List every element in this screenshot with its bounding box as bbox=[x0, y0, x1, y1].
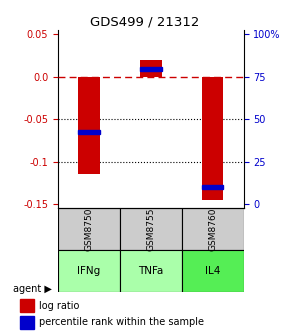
Bar bbox=[58, 208, 120, 250]
Text: GSM8755: GSM8755 bbox=[146, 208, 155, 251]
Text: GSM8750: GSM8750 bbox=[84, 208, 93, 251]
Bar bbox=[202, 185, 224, 189]
Text: GDS499 / 21312: GDS499 / 21312 bbox=[90, 15, 200, 28]
Bar bbox=[182, 250, 244, 292]
Bar bbox=[58, 250, 120, 292]
Text: TNFa: TNFa bbox=[138, 266, 164, 276]
Text: IFNg: IFNg bbox=[77, 266, 101, 276]
Text: log ratio: log ratio bbox=[39, 301, 80, 311]
Bar bbox=[202, 77, 224, 200]
Bar bbox=[78, 77, 100, 174]
Bar bbox=[120, 250, 182, 292]
Text: IL4: IL4 bbox=[205, 266, 220, 276]
Text: percentile rank within the sample: percentile rank within the sample bbox=[39, 318, 204, 328]
Bar bbox=[140, 60, 162, 77]
Bar bbox=[20, 299, 34, 312]
Text: GSM8760: GSM8760 bbox=[208, 208, 217, 251]
Bar bbox=[20, 316, 34, 329]
Bar bbox=[78, 130, 100, 134]
Bar bbox=[140, 68, 162, 71]
Text: agent ▶: agent ▶ bbox=[13, 284, 52, 294]
Bar bbox=[182, 208, 244, 250]
Bar bbox=[120, 208, 182, 250]
